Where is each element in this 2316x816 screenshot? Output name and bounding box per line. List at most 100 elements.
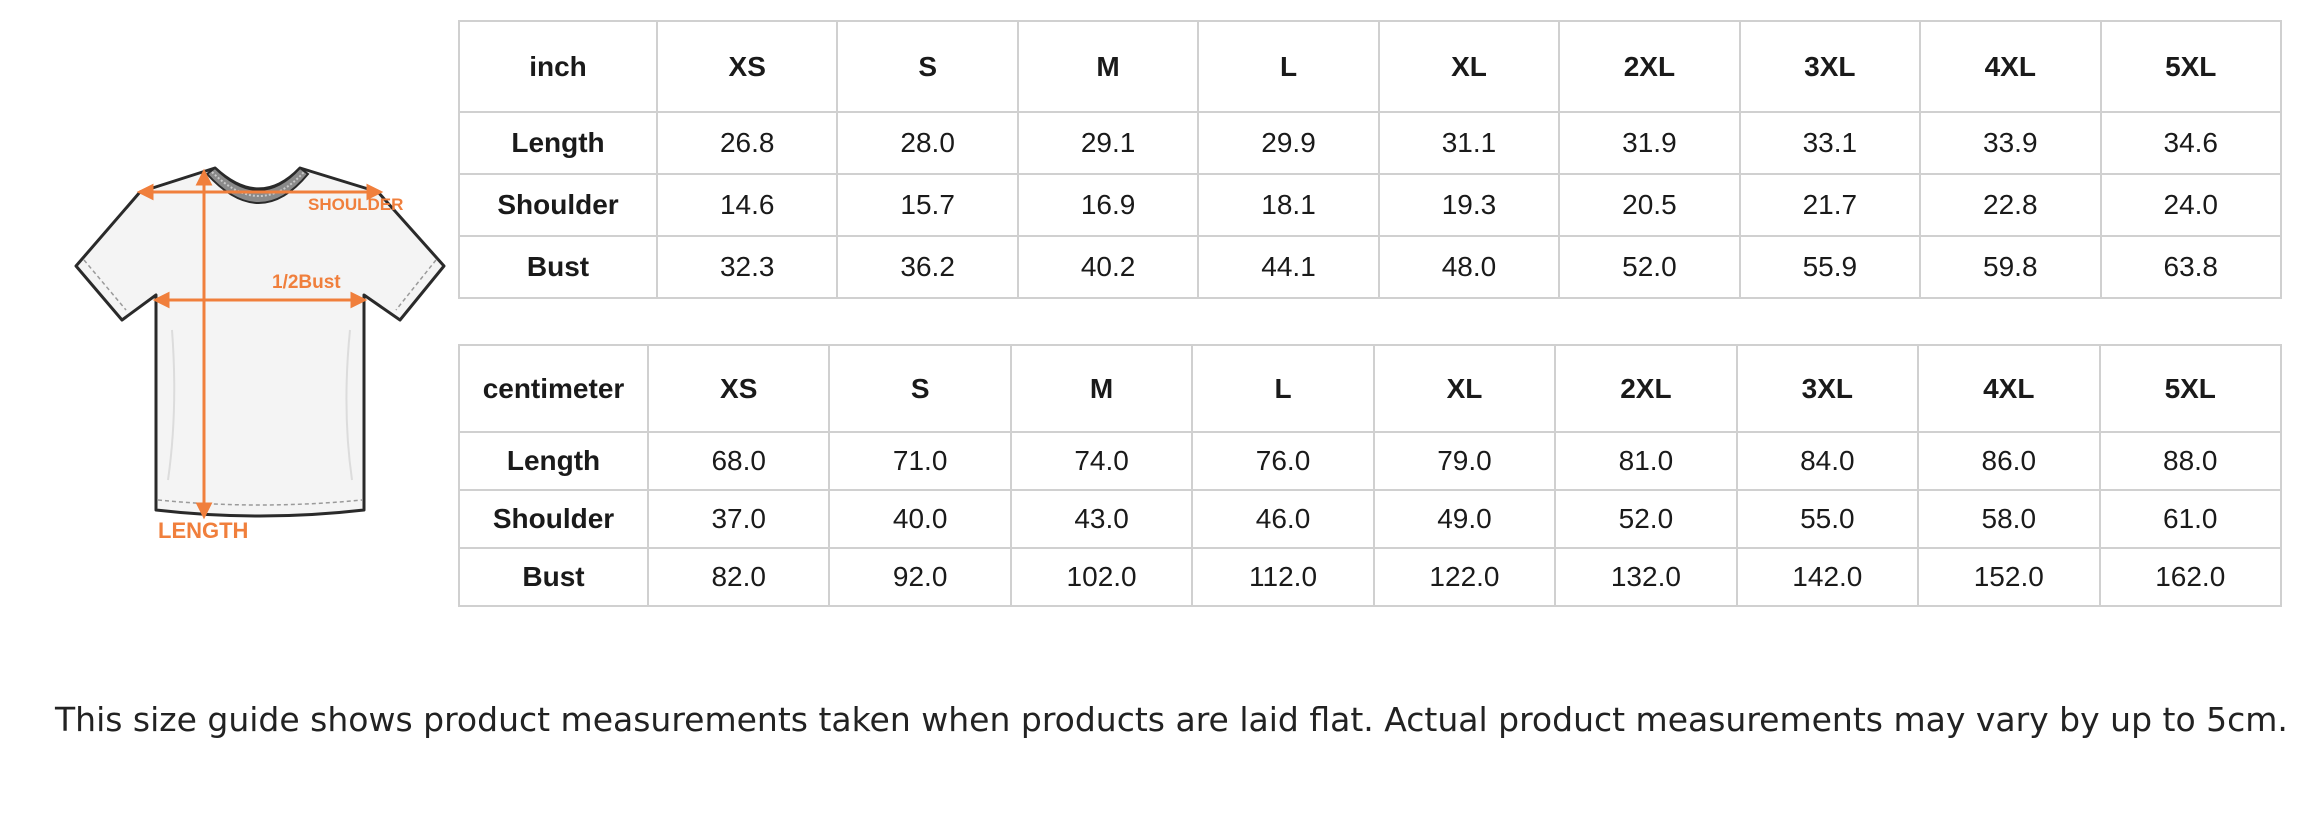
table-cell: 31.9: [1558, 111, 1741, 175]
table-cell: 59.8: [1919, 235, 2102, 299]
bust-measure-arrow: [152, 291, 368, 309]
size-header: 2XL: [1558, 20, 1741, 113]
shoulder-label: SHOULDER: [308, 195, 403, 214]
table-cell: 122.0: [1372, 547, 1557, 607]
table-header-row: inch XS S M L XL 2XL 3XL 4XL 5XL: [458, 20, 2282, 113]
table-cell: 79.0: [1372, 431, 1557, 491]
size-header: 3XL: [1738, 20, 1922, 113]
table-cell: 22.8: [1919, 173, 2102, 237]
table-cell: 48.0: [1377, 235, 1561, 299]
size-guide-footnote: This size guide shows product measuremen…: [55, 700, 2288, 739]
table-cell: 40.0: [828, 489, 1012, 549]
size-header: 5XL: [2098, 344, 2282, 433]
inch-size-table: inch XS S M L XL 2XL 3XL 4XL 5XL Length …: [458, 20, 2282, 299]
table-cell: 19.3: [1377, 173, 1561, 237]
size-header: XL: [1377, 20, 1561, 113]
size-header: XS: [655, 20, 839, 113]
unit-label: inch: [458, 20, 658, 113]
table-cell: 44.1: [1197, 235, 1380, 299]
table-cell: 132.0: [1554, 547, 1738, 607]
size-header: XS: [646, 344, 831, 433]
table-cell: 26.8: [655, 111, 839, 175]
table-cell: 52.0: [1554, 489, 1738, 549]
table-cell: 18.1: [1197, 173, 1380, 237]
size-header: S: [836, 20, 1019, 113]
table-cell: 88.0: [2098, 431, 2282, 491]
table-cell: 71.0: [828, 431, 1012, 491]
row-label: Bust: [458, 547, 649, 607]
table-cell: 31.1: [1377, 111, 1561, 175]
size-header: S: [828, 344, 1012, 433]
table-cell: 37.0: [646, 489, 831, 549]
table-row: Length 26.8 28.0 29.1 29.9 31.1 31.9 33.…: [458, 111, 2282, 175]
table-cell: 29.1: [1016, 111, 1200, 175]
table-cell: 142.0: [1735, 547, 1920, 607]
table-cell: 82.0: [646, 547, 831, 607]
table-cell: 76.0: [1191, 431, 1375, 491]
table-cell: 112.0: [1191, 547, 1375, 607]
shoulder-measure-arrow: [136, 183, 384, 201]
size-header: 4XL: [1919, 20, 2102, 113]
size-header: 4XL: [1917, 344, 2101, 433]
table-cell: 28.0: [836, 111, 1019, 175]
row-label: Shoulder: [458, 173, 658, 237]
table-row: Shoulder 14.6 15.7 16.9 18.1 19.3 20.5 2…: [458, 173, 2282, 237]
table-cell: 55.0: [1735, 489, 1920, 549]
row-label: Length: [458, 111, 658, 175]
size-header: 2XL: [1554, 344, 1738, 433]
table-cell: 55.9: [1738, 235, 1922, 299]
size-header: L: [1191, 344, 1375, 433]
table-cell: 102.0: [1009, 547, 1194, 607]
size-header: 5XL: [2099, 20, 2282, 113]
table-cell: 84.0: [1735, 431, 1920, 491]
table-cell: 162.0: [2098, 547, 2282, 607]
table-cell: 33.1: [1738, 111, 1922, 175]
table-cell: 36.2: [836, 235, 1019, 299]
table-cell: 16.9: [1016, 173, 1200, 237]
length-label: LENGTH: [158, 518, 248, 543]
table-cell: 33.9: [1919, 111, 2102, 175]
table-cell: 46.0: [1191, 489, 1375, 549]
centimeter-size-table: centimeter XS S M L XL 2XL 3XL 4XL 5XL L…: [458, 344, 2282, 607]
table-cell: 86.0: [1917, 431, 2101, 491]
table-cell: 92.0: [828, 547, 1012, 607]
table-cell: 20.5: [1558, 173, 1741, 237]
table-cell: 29.9: [1197, 111, 1380, 175]
row-label: Length: [458, 431, 649, 491]
collar-ribbing: [205, 166, 310, 204]
table-row: Shoulder 37.0 40.0 43.0 46.0 49.0 52.0 5…: [458, 489, 2282, 549]
table-row: Length 68.0 71.0 74.0 76.0 79.0 81.0 84.…: [458, 431, 2282, 491]
size-header: XL: [1372, 344, 1557, 433]
table-cell: 43.0: [1009, 489, 1194, 549]
tshirt-illustration: SHOULDER 1/2Bust LENGTH: [74, 166, 446, 543]
table-cell: 32.3: [655, 235, 839, 299]
table-cell: 152.0: [1917, 547, 2101, 607]
table-cell: 52.0: [1558, 235, 1741, 299]
table-cell: 49.0: [1372, 489, 1557, 549]
table-cell: 74.0: [1009, 431, 1194, 491]
table-header-row: centimeter XS S M L XL 2XL 3XL 4XL 5XL: [458, 344, 2282, 433]
row-label: Bust: [458, 235, 658, 299]
table-row: Bust 32.3 36.2 40.2 44.1 48.0 52.0 55.9 …: [458, 235, 2282, 299]
table-cell: 81.0: [1554, 431, 1738, 491]
table-cell: 34.6: [2099, 111, 2282, 175]
unit-label: centimeter: [458, 344, 649, 433]
table-cell: 61.0: [2098, 489, 2282, 549]
size-header: M: [1016, 20, 1200, 113]
size-header: L: [1197, 20, 1380, 113]
length-measure-arrow: [195, 168, 213, 520]
size-header: 3XL: [1735, 344, 1920, 433]
table-cell: 14.6: [655, 173, 839, 237]
table-cell: 21.7: [1738, 173, 1922, 237]
table-cell: 24.0: [2099, 173, 2282, 237]
table-cell: 58.0: [1917, 489, 2101, 549]
tshirt-outline: [74, 166, 446, 518]
size-header: M: [1009, 344, 1194, 433]
half-bust-label: 1/2Bust: [272, 272, 341, 293]
table-row: Bust 82.0 92.0 102.0 112.0 122.0 132.0 1…: [458, 547, 2282, 607]
table-cell: 15.7: [836, 173, 1019, 237]
table-cell: 40.2: [1016, 235, 1200, 299]
table-cell: 63.8: [2099, 235, 2282, 299]
row-label: Shoulder: [458, 489, 649, 549]
table-cell: 68.0: [646, 431, 831, 491]
